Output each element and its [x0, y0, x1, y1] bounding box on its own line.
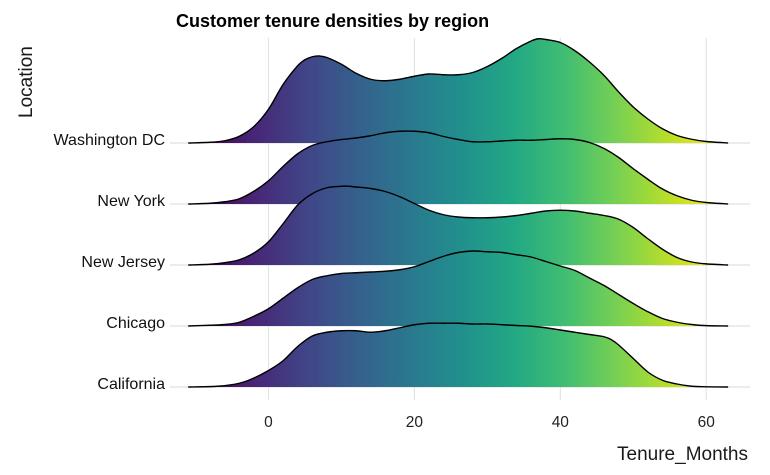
category-label-california: California	[97, 376, 165, 393]
ridge-line-california	[188, 322, 729, 388]
ridge-fill-chicago	[188, 250, 729, 326]
ridge-fill-new-jersey	[188, 186, 729, 265]
ridge-fill-california	[188, 323, 729, 387]
ridge-line-new-york	[188, 130, 729, 205]
x-tick-label-0: 0	[264, 414, 273, 431]
x-tick-label-40: 40	[552, 414, 570, 431]
ridge-fill-washington-dc	[188, 38, 729, 144]
ridge-line-washington-dc	[188, 37, 729, 144]
x-axis-title: Tenure_Months	[617, 444, 748, 465]
ridge-fill-new-york	[188, 131, 729, 204]
category-labels: California Chicago New Jersey New York Washi…	[54, 132, 166, 393]
x-tick-labels: 0 20 40 60	[264, 414, 715, 431]
y-axis-title: Location	[16, 46, 37, 118]
chart-title: Customer tenure densities by region	[176, 11, 489, 31]
x-tick-label-20: 20	[406, 414, 424, 431]
ridge-line-new-jersey	[188, 185, 729, 266]
category-label-washington-dc: Washington DC	[54, 132, 165, 149]
category-label-new-jersey: New Jersey	[81, 254, 165, 271]
category-label-chicago: Chicago	[106, 315, 165, 332]
x-tick-label-60: 60	[698, 414, 716, 431]
category-label-new-york: New York	[97, 193, 166, 210]
ridge-line-chicago	[188, 250, 729, 327]
ridges	[188, 37, 729, 388]
